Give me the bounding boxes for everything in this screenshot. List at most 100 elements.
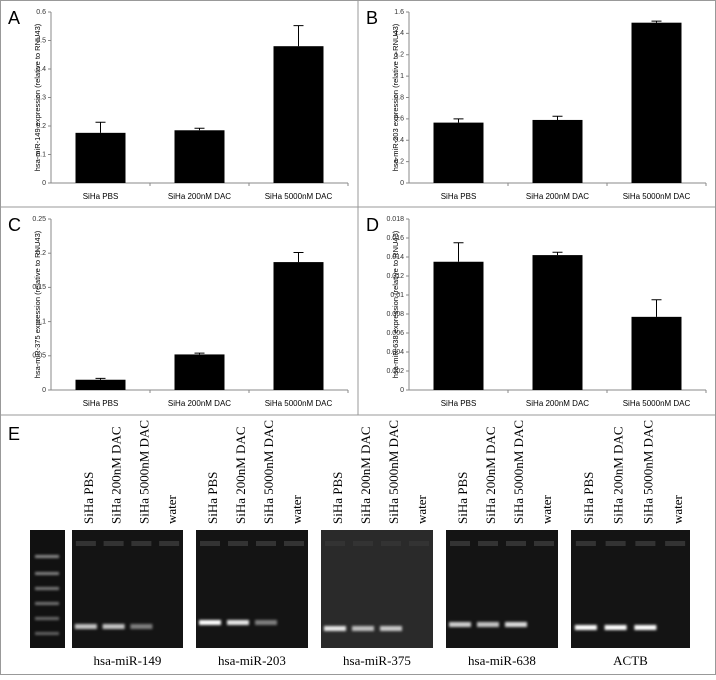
well: [635, 541, 656, 546]
gel-label: hsa-miR-149: [94, 653, 162, 668]
error-bar: [194, 127, 205, 131]
y-axis-label: hsa-miR-638 expression (relative to RNU4…: [391, 230, 400, 378]
bar: [532, 119, 583, 183]
y-tick-label: 0.25: [32, 216, 46, 223]
y-tick-label: 0.008: [386, 311, 404, 318]
gel-band: [130, 624, 153, 629]
error-bar: [552, 251, 563, 256]
gel: [72, 530, 183, 648]
error-bar: [194, 352, 205, 355]
y-tick-label: 0.2: [36, 250, 46, 257]
well: [450, 541, 470, 546]
gel: [446, 530, 558, 648]
y-tick-label: 0.8: [394, 94, 404, 101]
bar: [433, 261, 484, 390]
gel-band: [255, 620, 277, 625]
gel-band: [227, 620, 249, 625]
x-tick-label: SiHa 5000nM DAC: [623, 399, 691, 408]
well: [605, 541, 626, 546]
x-tick-label: SiHa PBS: [441, 399, 477, 408]
panel-letter: A: [8, 8, 20, 28]
well: [228, 541, 248, 546]
bar: [631, 22, 682, 183]
bar: [174, 130, 225, 183]
gel-band: [574, 625, 597, 630]
well: [665, 541, 686, 546]
gel-band: [634, 625, 657, 630]
bar: [75, 379, 126, 390]
y-tick-label: 0: [42, 387, 46, 394]
lane-label: SiHa 200nM DAC: [233, 426, 248, 524]
y-tick-label: 0.05: [32, 353, 46, 360]
well: [325, 541, 345, 546]
y-tick-label: 0.15: [32, 284, 46, 291]
gel-band: [380, 626, 402, 631]
bar: [273, 262, 324, 390]
gel-band: [505, 622, 527, 627]
well: [75, 541, 96, 546]
gel-band: [102, 624, 125, 629]
y-axis-label: hsa-miR-203 expression (relative to RNU4…: [391, 23, 400, 171]
y-tick-label: 0.012: [386, 273, 404, 280]
lane-label: SiHa 5000nM DAC: [511, 420, 526, 524]
x-tick-label: SiHa 200nM DAC: [526, 192, 589, 201]
lane-label: SiHa PBS: [455, 472, 470, 524]
y-tick-label: 0.006: [386, 330, 404, 337]
y-tick-label: 0.6: [36, 9, 46, 16]
error-bar: [453, 242, 464, 262]
error-bar: [651, 299, 662, 317]
y-tick-label: 1.6: [394, 9, 404, 16]
lane-label: SiHa 200nM DAC: [611, 426, 626, 524]
well: [381, 541, 401, 546]
gel: [571, 530, 690, 648]
y-tick-label: 0.3: [36, 94, 46, 101]
y-tick-label: 0.5: [36, 37, 46, 44]
y-tick-label: 0.016: [386, 235, 404, 242]
well: [284, 541, 304, 546]
panel-letter: E: [8, 424, 20, 444]
well: [534, 541, 554, 546]
ladder-band: [35, 572, 59, 575]
y-tick-label: 0.6: [394, 116, 404, 123]
error-bar: [453, 118, 464, 123]
y-tick-label: 1.2: [394, 52, 404, 59]
well: [353, 541, 373, 546]
y-axis-label: hsa-miR-149 expression (relative to RNU4…: [33, 23, 42, 171]
panel-letter: B: [366, 8, 378, 28]
well: [131, 541, 152, 546]
bar: [532, 255, 583, 390]
gel: [196, 530, 308, 648]
gel-band: [352, 626, 374, 631]
well: [506, 541, 526, 546]
gel-band: [199, 620, 221, 625]
ladder-band: [35, 617, 59, 620]
lane-label: SiHa PBS: [330, 472, 345, 524]
lane-label: water: [539, 494, 554, 524]
y-tick-label: 0.014: [386, 254, 404, 261]
lane-label: SiHa PBS: [581, 472, 596, 524]
error-bar: [293, 25, 304, 47]
lane-label: SiHa PBS: [81, 472, 96, 524]
y-tick-label: 0.2: [394, 158, 404, 165]
lane-label: water: [414, 494, 429, 524]
y-tick-label: 0.2: [36, 123, 46, 130]
well: [478, 541, 498, 546]
gel-band: [74, 624, 97, 629]
bar: [273, 46, 324, 184]
gel-label: hsa-miR-638: [468, 653, 536, 668]
ladder-band: [35, 587, 59, 590]
error-bar: [95, 377, 106, 380]
y-tick-label: 0.4: [394, 137, 404, 144]
error-bar: [651, 20, 662, 23]
y-tick-label: 0.004: [386, 349, 404, 356]
well: [103, 541, 124, 546]
gel-label: hsa-miR-375: [343, 653, 411, 668]
x-tick-label: SiHa 5000nM DAC: [265, 192, 333, 201]
error-bar: [293, 252, 304, 263]
well: [575, 541, 596, 546]
bar: [433, 122, 484, 183]
lane-label: water: [289, 494, 304, 524]
y-tick-label: 0.018: [386, 216, 404, 223]
well: [159, 541, 180, 546]
lane-label: SiHa PBS: [205, 472, 220, 524]
